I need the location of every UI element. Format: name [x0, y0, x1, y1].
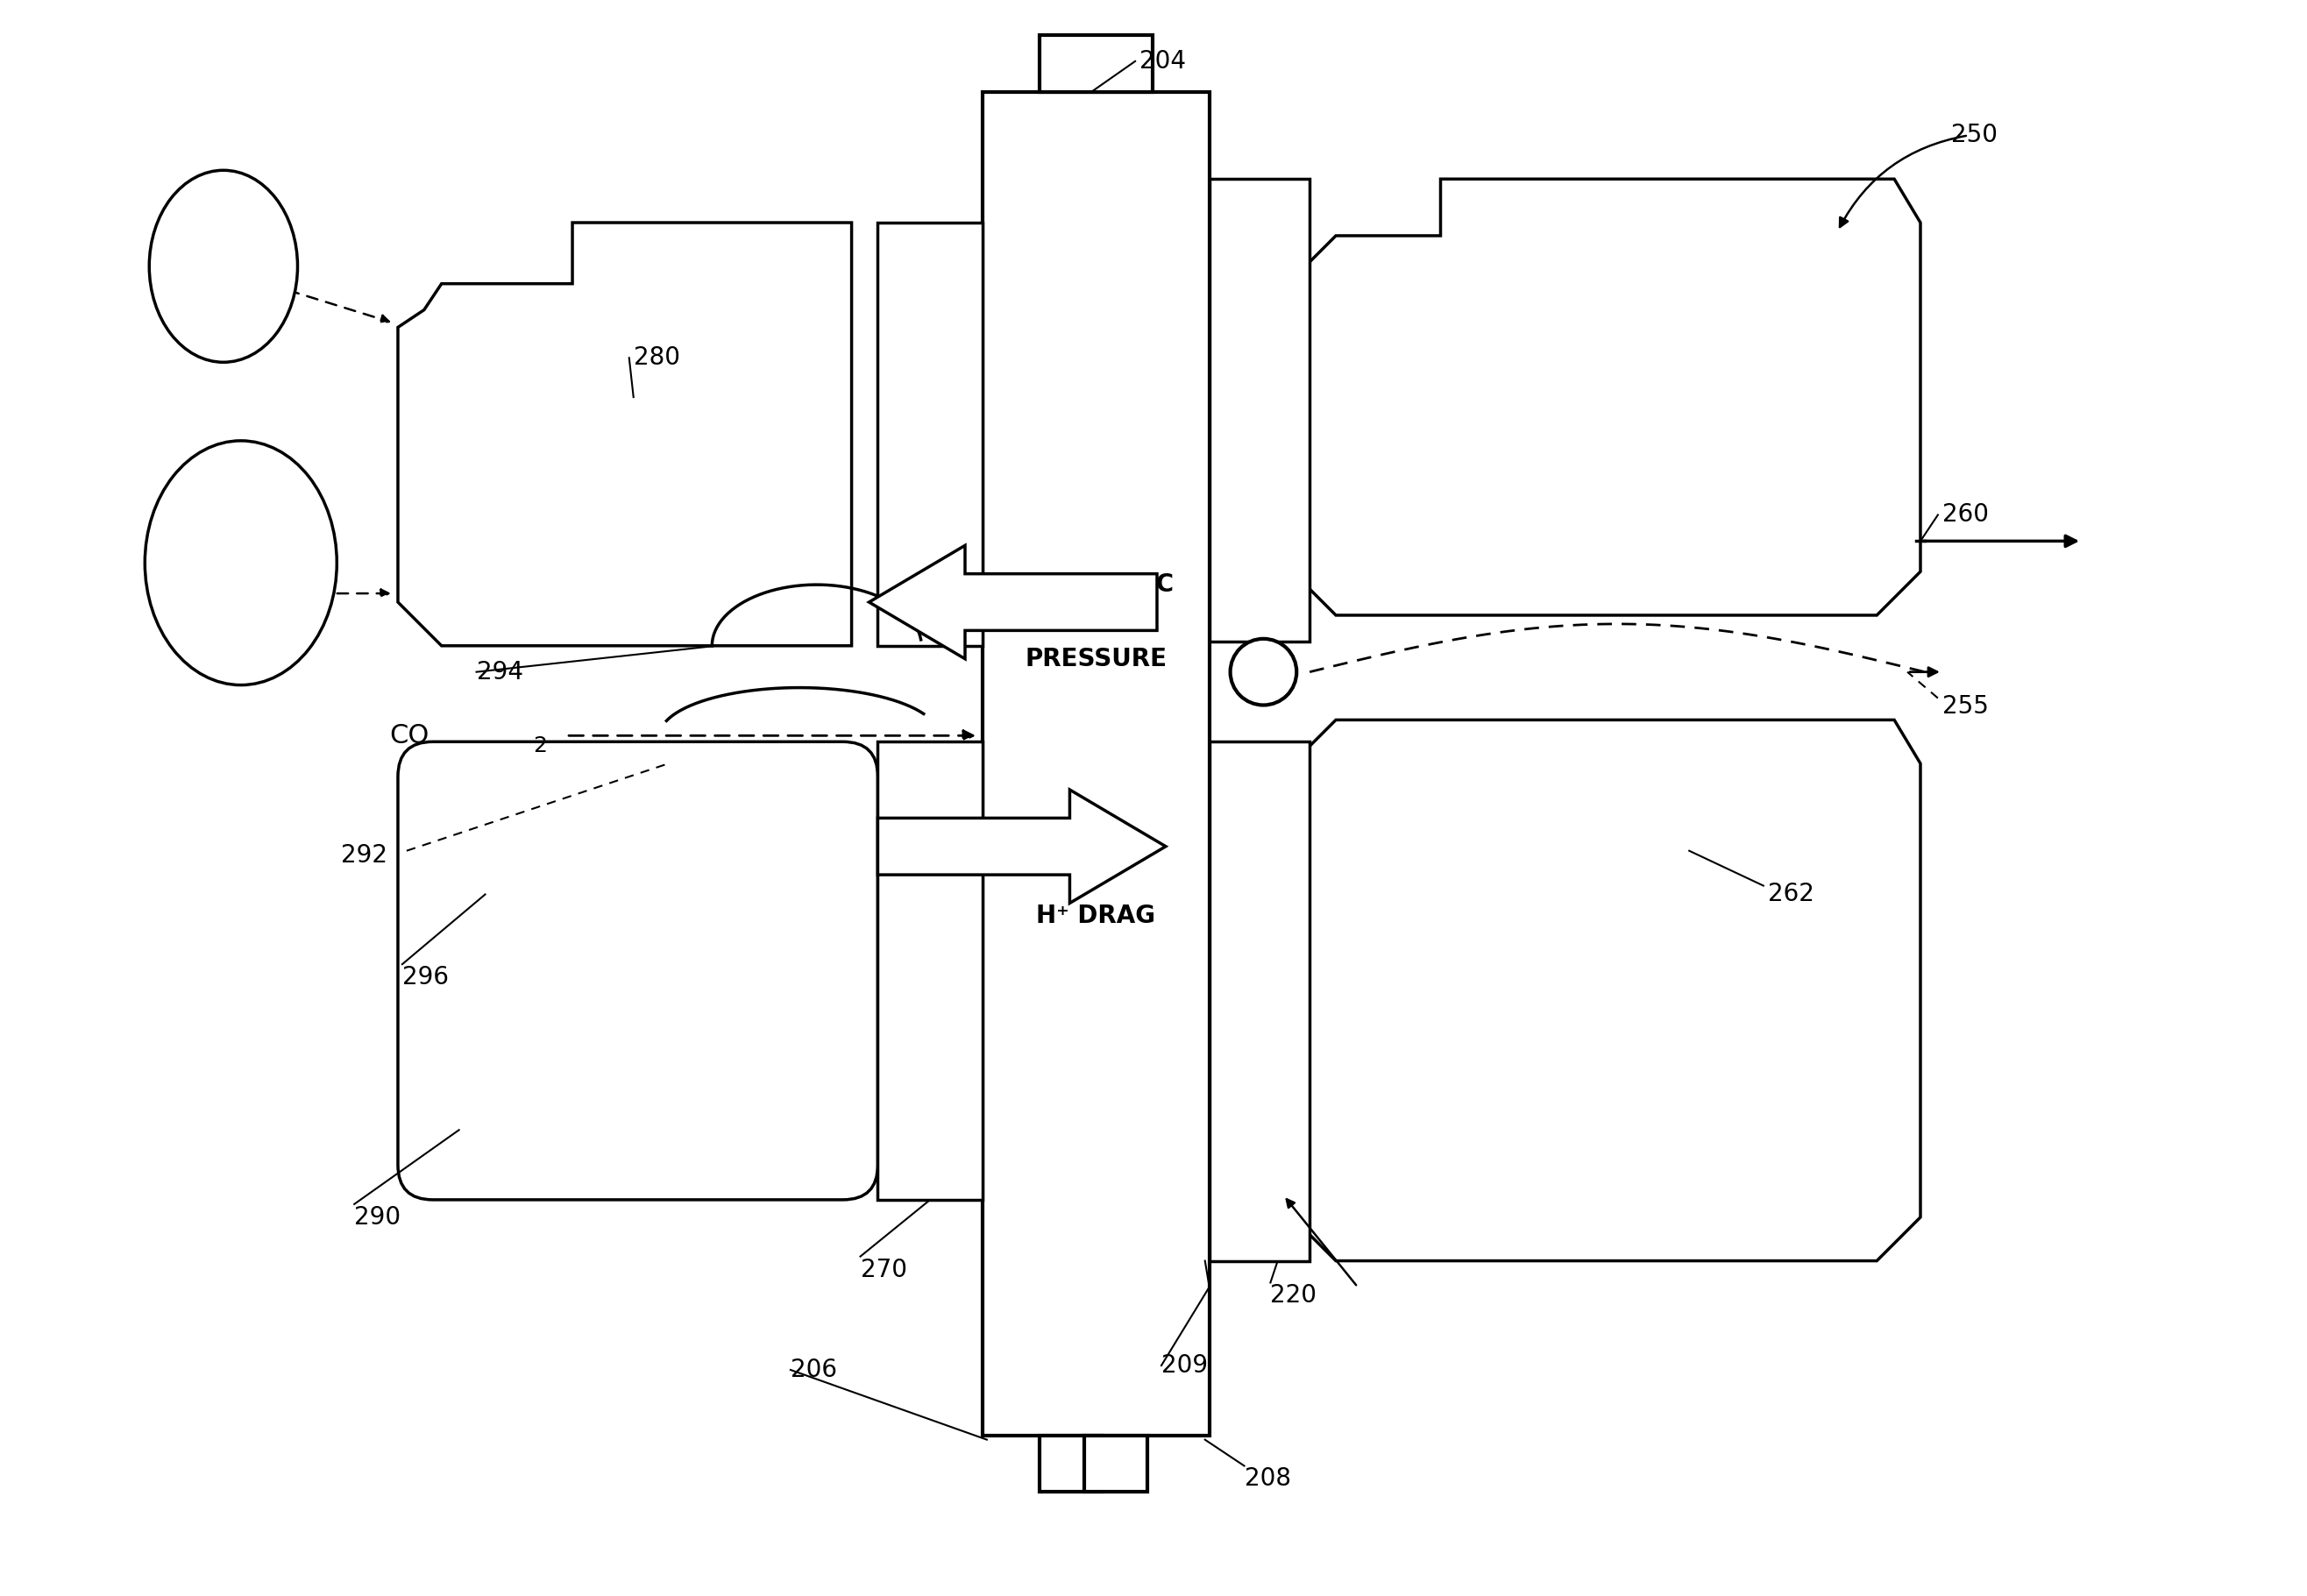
Text: 250: 250 [1952, 123, 1998, 148]
Bar [1038, 1435, 1100, 1492]
Text: CO: CO [390, 723, 429, 749]
Bar [1084, 1435, 1147, 1492]
Ellipse shape [145, 440, 337, 685]
FancyBboxPatch shape [397, 742, 877, 1200]
Bar [1209, 742, 1310, 1261]
Text: 204: 204 [1140, 49, 1186, 73]
Text: 270: 270 [861, 1258, 907, 1282]
Text: 260: 260 [1942, 503, 1989, 527]
Text: 296: 296 [401, 966, 450, 990]
Text: PRESSURE: PRESSURE [1024, 646, 1167, 670]
Text: HYDRAULIC: HYDRAULIC [1017, 573, 1174, 597]
Bar [877, 742, 983, 1200]
Polygon shape [877, 790, 1165, 903]
Text: 2: 2 [533, 736, 547, 757]
Text: 208: 208 [1243, 1467, 1290, 1491]
Text: 220: 220 [1271, 1283, 1317, 1309]
Text: 209: 209 [1160, 1353, 1209, 1377]
Bar [1038, 35, 1154, 91]
Text: 262: 262 [1767, 883, 1813, 907]
Circle shape [1230, 638, 1297, 705]
Polygon shape [870, 546, 1158, 659]
Text: H⁺ DRAG: H⁺ DRAG [1036, 903, 1156, 929]
Text: 292: 292 [341, 843, 388, 867]
Text: 290: 290 [355, 1205, 401, 1229]
Polygon shape [1310, 720, 1919, 1261]
Bar [983, 91, 1209, 1435]
Polygon shape [397, 222, 851, 646]
Bar [877, 222, 983, 646]
Text: 206: 206 [791, 1358, 837, 1382]
Text: 280: 280 [634, 346, 681, 370]
Ellipse shape [150, 171, 298, 362]
Text: 294: 294 [478, 659, 524, 685]
Text: 255: 255 [1942, 694, 1989, 720]
Polygon shape [1310, 179, 1919, 614]
Bar [1209, 179, 1310, 642]
